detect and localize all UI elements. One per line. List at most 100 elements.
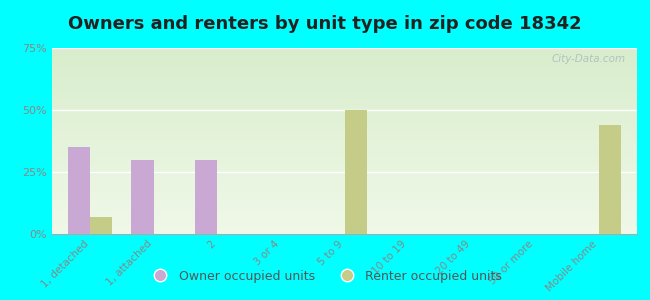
- Bar: [52, 139, 637, 141]
- Bar: [52, 56, 637, 57]
- Legend: Owner occupied units, Renter occupied units: Owner occupied units, Renter occupied un…: [143, 265, 507, 288]
- Bar: [52, 230, 637, 232]
- Bar: [52, 70, 637, 72]
- Bar: [52, 63, 637, 65]
- Bar: [52, 124, 637, 126]
- Bar: [52, 202, 637, 204]
- Bar: [52, 163, 637, 165]
- Bar: [52, 119, 637, 121]
- Bar: [52, 57, 637, 59]
- Bar: [52, 150, 637, 152]
- Bar: [52, 160, 637, 161]
- Bar: [52, 67, 637, 68]
- Bar: [52, 141, 637, 143]
- Bar: [52, 104, 637, 106]
- Bar: [52, 206, 637, 208]
- Bar: [52, 65, 637, 67]
- Bar: [52, 134, 637, 135]
- Bar: [52, 74, 637, 76]
- Bar: [52, 165, 637, 167]
- Bar: [52, 154, 637, 156]
- Bar: [52, 87, 637, 89]
- Bar: [52, 98, 637, 100]
- Bar: [52, 102, 637, 104]
- Bar: [52, 130, 637, 132]
- Bar: [52, 186, 637, 188]
- Bar: [52, 128, 637, 130]
- Bar: [52, 72, 637, 74]
- Bar: [52, 93, 637, 94]
- Bar: [52, 145, 637, 147]
- Bar: [52, 89, 637, 91]
- Bar: [52, 82, 637, 83]
- Bar: [52, 193, 637, 195]
- Bar: [52, 195, 637, 197]
- Bar: [52, 182, 637, 184]
- Bar: [52, 61, 637, 63]
- Bar: [52, 135, 637, 137]
- Bar: [52, 215, 637, 217]
- Bar: [52, 210, 637, 212]
- Bar: [52, 161, 637, 163]
- Bar: [52, 172, 637, 175]
- Bar: [52, 85, 637, 87]
- Bar: [52, 83, 637, 85]
- Bar: [52, 96, 637, 98]
- Bar: [52, 132, 637, 134]
- Bar: [52, 199, 637, 200]
- Bar: [52, 214, 637, 215]
- Bar: [52, 212, 637, 214]
- Bar: [52, 147, 637, 148]
- Bar: [52, 50, 637, 52]
- Bar: [52, 176, 637, 178]
- Bar: [52, 167, 637, 169]
- Bar: [52, 52, 637, 54]
- Bar: [52, 76, 637, 78]
- Bar: [52, 184, 637, 186]
- Bar: [52, 111, 637, 113]
- Bar: [52, 94, 637, 96]
- Bar: [599, 125, 621, 234]
- Bar: [52, 228, 637, 230]
- Bar: [52, 217, 637, 219]
- Bar: [52, 80, 637, 82]
- Bar: [195, 160, 217, 234]
- Bar: [52, 225, 637, 226]
- Bar: [52, 54, 637, 56]
- Bar: [90, 217, 112, 234]
- Bar: [52, 189, 637, 191]
- Bar: [68, 147, 90, 234]
- Bar: [52, 100, 637, 102]
- Bar: [52, 48, 637, 50]
- Bar: [52, 113, 637, 115]
- Bar: [52, 200, 637, 202]
- Bar: [52, 59, 637, 61]
- Bar: [52, 191, 637, 193]
- Bar: [52, 122, 637, 124]
- Bar: [52, 232, 637, 234]
- Bar: [52, 219, 637, 221]
- Text: City-Data.com: City-Data.com: [551, 54, 625, 64]
- Bar: [52, 158, 637, 160]
- Bar: [52, 188, 637, 189]
- Bar: [52, 121, 637, 122]
- Bar: [52, 221, 637, 223]
- Bar: [52, 148, 637, 150]
- Bar: [52, 143, 637, 145]
- Bar: [52, 175, 637, 176]
- Bar: [344, 110, 367, 234]
- Bar: [52, 110, 637, 111]
- Text: Owners and renters by unit type in zip code 18342: Owners and renters by unit type in zip c…: [68, 15, 582, 33]
- Bar: [52, 137, 637, 139]
- Bar: [52, 156, 637, 158]
- Bar: [52, 171, 637, 172]
- Bar: [52, 204, 637, 206]
- Bar: [52, 152, 637, 154]
- Bar: [52, 180, 637, 182]
- Bar: [52, 169, 637, 171]
- Bar: [52, 208, 637, 210]
- Bar: [52, 68, 637, 70]
- Bar: [52, 223, 637, 225]
- Bar: [52, 197, 637, 199]
- Bar: [52, 126, 637, 128]
